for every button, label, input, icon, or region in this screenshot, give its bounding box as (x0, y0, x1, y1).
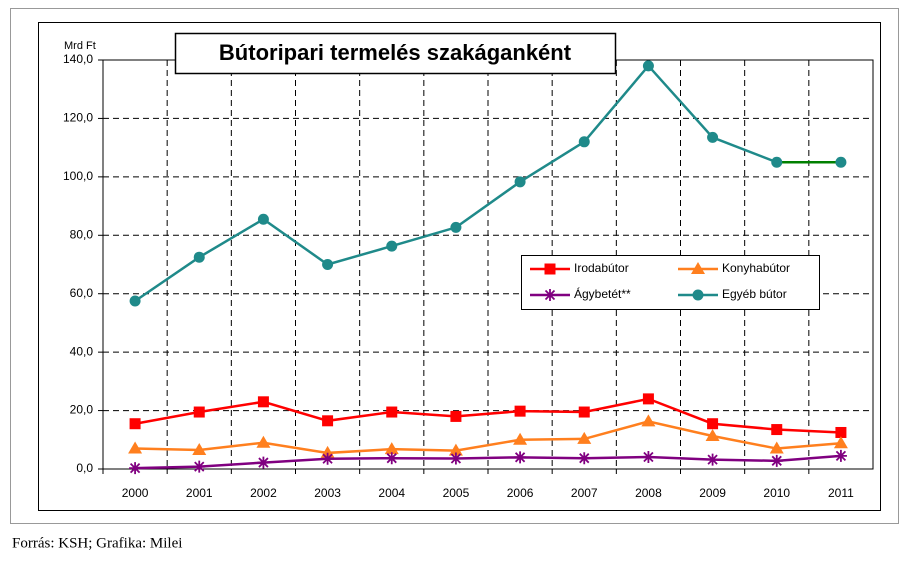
legend (521, 255, 820, 310)
x-tick-label: 2008 (635, 486, 662, 500)
marker (450, 221, 462, 233)
marker (322, 259, 334, 270)
marker (193, 406, 205, 418)
x-tick-label: 2001 (186, 486, 213, 500)
series-line (134, 63, 841, 303)
marker (256, 435, 271, 448)
legend-items: Irodabútor Konyhabútor Ágybetét** Egyéb bút… (530, 261, 790, 301)
x-tick-label: 2002 (250, 486, 277, 500)
source-note: Forrás: KSH; Grafika: Milei (12, 535, 182, 551)
marker (833, 436, 848, 449)
marker (386, 240, 398, 252)
marker (577, 431, 592, 444)
marker (192, 443, 207, 456)
y-tick-label: 20,0 (70, 403, 94, 417)
marker (450, 410, 462, 422)
marker (544, 263, 556, 275)
marker (514, 451, 527, 464)
title-box (174, 32, 617, 75)
marker (770, 454, 783, 467)
x-tick-label: 2009 (699, 486, 726, 500)
marker (449, 452, 462, 465)
y-tick-label: 0,0 (76, 461, 93, 475)
page-frame (10, 8, 899, 524)
marker (193, 460, 206, 473)
marker (129, 295, 141, 307)
legend-label: Egyéb bútor (722, 287, 787, 301)
x-tick-label: 2005 (443, 486, 470, 500)
y-tick-label: 140,0 (63, 52, 93, 66)
marker (257, 396, 269, 408)
x-tick-label: 2010 (763, 486, 790, 500)
marker (544, 289, 556, 301)
marker (129, 462, 142, 475)
series-line (135, 454, 842, 470)
series-line (134, 397, 841, 434)
marker (834, 449, 847, 462)
marker (578, 136, 590, 148)
marker (578, 452, 591, 465)
marker (322, 415, 334, 427)
marker (707, 131, 719, 143)
marker (514, 176, 526, 188)
marker (771, 424, 783, 436)
x-tick-label: 2004 (378, 486, 405, 500)
x-tick-label: 2011 (828, 486, 854, 500)
y-tick-label: 80,0 (70, 227, 94, 241)
chart-title: Bútoripari termelés szakáganként (219, 40, 572, 65)
y-tick-label: 60,0 (70, 286, 94, 300)
y-tick-label: 100,0 (63, 169, 93, 183)
marker (691, 262, 705, 274)
marker (129, 418, 141, 430)
marker (692, 289, 704, 301)
marker (642, 60, 654, 72)
marker (513, 432, 528, 445)
marks (128, 60, 848, 475)
marker (193, 251, 205, 263)
marker (771, 156, 783, 168)
marker (578, 406, 590, 418)
marker (321, 452, 334, 465)
marker (835, 426, 847, 438)
marker (257, 213, 269, 225)
marker (642, 451, 655, 464)
marker (386, 406, 398, 418)
marker (707, 418, 719, 430)
y-axis-unit: Mrd Ft (64, 40, 96, 52)
marker (641, 414, 656, 427)
x-tick-label: 2003 (314, 486, 341, 500)
series-line (135, 420, 842, 455)
marker (514, 405, 526, 417)
y-tick-label: 40,0 (70, 344, 94, 358)
marker (642, 393, 654, 405)
marker (257, 456, 270, 469)
marker (128, 441, 143, 454)
legend-label: Irodabútor (574, 261, 629, 275)
legend-label: Ágybetét** (574, 286, 631, 301)
x-tick-label: 2006 (507, 486, 534, 500)
legend-label: Konyhabútor (722, 261, 790, 275)
x-tick-label: 2007 (571, 486, 598, 500)
marker (448, 443, 463, 456)
x-tick-label: 2000 (122, 486, 149, 500)
marker (835, 156, 847, 168)
y-tick-label: 120,0 (63, 111, 93, 125)
marker (705, 428, 720, 441)
marker (706, 453, 719, 466)
marker (769, 441, 784, 454)
marker (384, 442, 399, 455)
marker (385, 452, 398, 465)
